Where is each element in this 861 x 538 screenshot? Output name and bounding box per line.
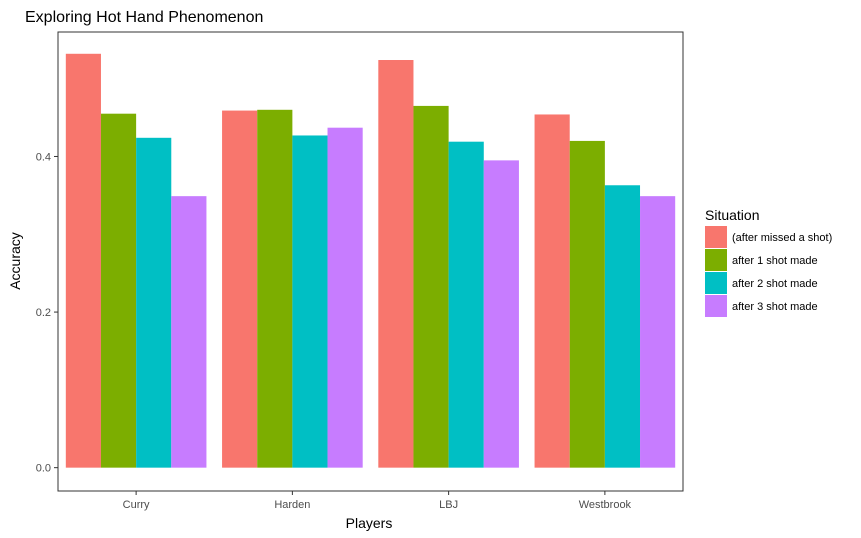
legend-label: after 3 shot made bbox=[732, 301, 818, 313]
y-axis-title: Accuracy bbox=[7, 232, 23, 290]
x-axis: Curry Harden LBJ Westbrook bbox=[123, 491, 632, 511]
bar-lbj-series-4 bbox=[483, 160, 519, 468]
legend-title: Situation bbox=[705, 207, 759, 223]
bar-westbrook-series-2 bbox=[569, 140, 605, 468]
legend-label: after 2 shot made bbox=[732, 278, 818, 290]
y-tick-label: 0.0 bbox=[36, 463, 51, 475]
bar-lbj-series-3 bbox=[448, 141, 484, 468]
x-axis-title: Players bbox=[346, 515, 393, 531]
bar-westbrook-series-1 bbox=[534, 114, 570, 468]
x-tick-label: LBJ bbox=[439, 499, 458, 511]
bar-harden-series-2 bbox=[257, 109, 293, 468]
bar-lbj-series-2 bbox=[413, 105, 449, 468]
y-tick-label: 0.2 bbox=[36, 307, 51, 319]
legend-key bbox=[705, 249, 727, 271]
chart-title: Exploring Hot Hand Phenomenon bbox=[25, 9, 263, 26]
x-tick-label: Westbrook bbox=[579, 499, 632, 511]
bar-lbj-series-1 bbox=[378, 60, 414, 468]
legend-key bbox=[705, 272, 727, 294]
y-axis: 0.0 0.2 0.4 bbox=[36, 151, 58, 475]
bars-layer bbox=[65, 53, 676, 468]
bar-westbrook-series-4 bbox=[640, 196, 676, 468]
bar-harden-series-3 bbox=[292, 135, 328, 468]
bar-harden-series-1 bbox=[222, 110, 258, 468]
bar-westbrook-series-3 bbox=[604, 185, 641, 468]
bar-curry-series-3 bbox=[136, 137, 172, 468]
legend: Situation (after missed a shot) after 1 s… bbox=[705, 207, 832, 317]
legend-label: after 1 shot made bbox=[732, 255, 818, 267]
legend-key bbox=[705, 295, 727, 317]
y-tick-label: 0.4 bbox=[36, 151, 51, 163]
bar-curry-series-4 bbox=[171, 196, 207, 468]
bar-harden-series-4 bbox=[327, 127, 363, 468]
legend-label: (after missed a shot) bbox=[732, 232, 832, 244]
bar-curry-series-2 bbox=[100, 113, 137, 468]
x-tick-label: Curry bbox=[123, 499, 150, 511]
legend-key bbox=[705, 226, 727, 248]
bar-curry-series-1 bbox=[65, 53, 101, 468]
x-tick-label: Harden bbox=[274, 499, 310, 511]
